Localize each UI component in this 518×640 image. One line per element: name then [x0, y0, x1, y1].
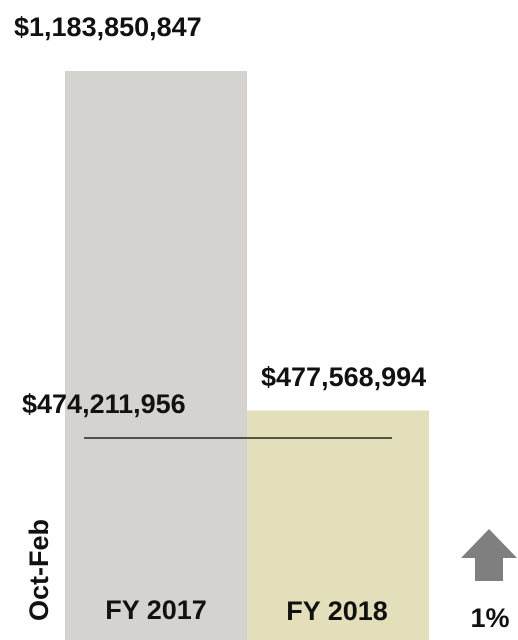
category-label-fy-2018: FY 2018: [286, 596, 388, 626]
category-label-fy-2017: FY 2017: [105, 595, 207, 625]
bar-fy-2018: [247, 410, 429, 640]
value-label-fy-2017: $1,183,850,847: [14, 12, 202, 42]
up-arrow-icon: [461, 529, 517, 581]
period-label: Oct-Feb: [24, 519, 54, 621]
reference-value-label: $474,211,956: [22, 389, 186, 419]
bar-fy-2017: [65, 71, 247, 640]
value-label-fy-2018: $477,568,994: [261, 362, 426, 392]
change-percent-label: 1%: [470, 603, 509, 633]
